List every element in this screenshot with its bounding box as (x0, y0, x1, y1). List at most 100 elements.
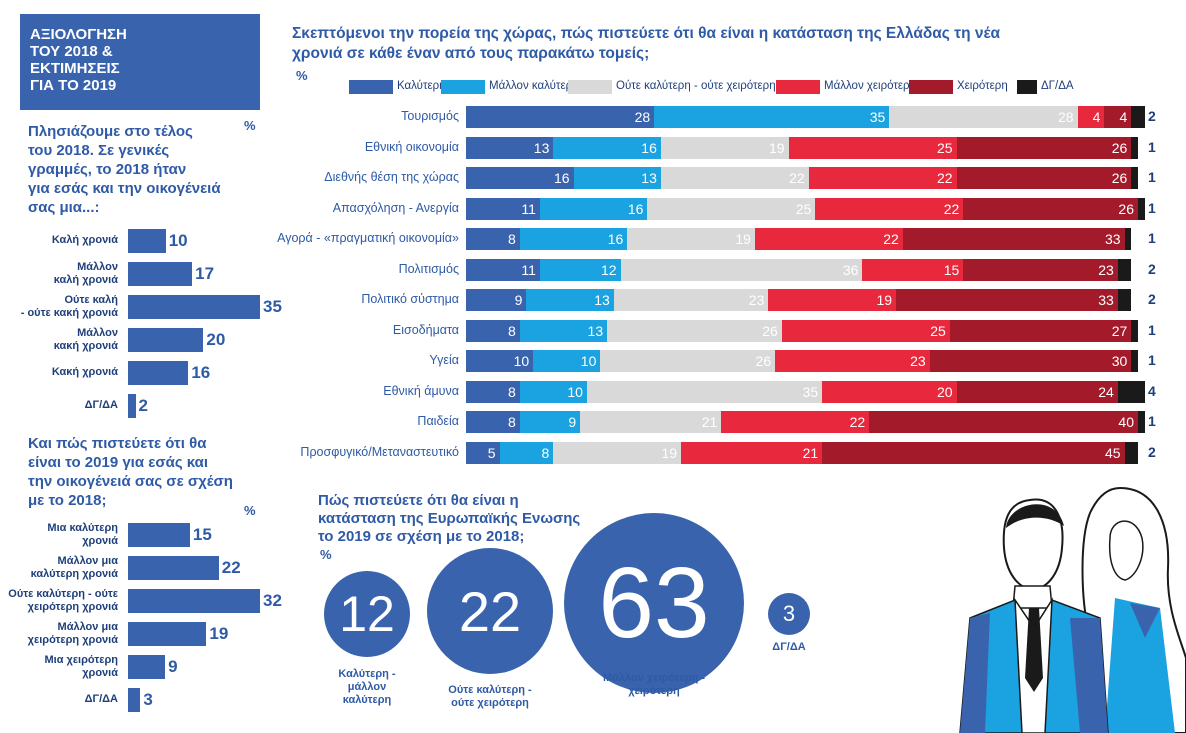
stacked-segment: 26 (956, 167, 1132, 189)
stacked-segment: 28 (889, 106, 1078, 128)
stacked-segment: 25 (781, 319, 950, 342)
q1-line: γραμμές, το 2018 ήταν (28, 161, 187, 178)
dk-value: 2 (1148, 443, 1156, 460)
bar-label-line: χειρότερη χρονιά (27, 634, 118, 646)
stacked-segment (1124, 441, 1138, 464)
stacked-segment: 10 (466, 350, 534, 372)
bar-label-line: Μάλλον (77, 327, 118, 339)
dk-value: 1 (1148, 321, 1156, 338)
section-title-line: ΑΞΙΟΛΟΓΗΣΗ (30, 26, 127, 43)
stacked-segment: 13 (573, 167, 661, 189)
stacked-segment: 8 (466, 228, 520, 250)
bubble-label-line: Ούτε καλύτερη - (448, 684, 532, 696)
bar (128, 229, 166, 253)
bar (128, 394, 136, 418)
stacked-segment: 12 (539, 258, 621, 281)
eu-percent-sign: % (320, 547, 332, 562)
main-percent-sign: % (296, 68, 308, 83)
bar-label-line: χειρότερη χρονιά (27, 601, 118, 613)
stacked-segment: 9 (466, 289, 527, 311)
bubble-label-line: καλύτερη (342, 694, 392, 706)
bar-label-line: Ούτε καλύτερη - ούτε (8, 588, 118, 600)
stacked-segment: 5 (466, 441, 500, 464)
stacked-segment (1138, 197, 1145, 220)
bar-label: Ούτε καλύτερη - ούτε χειρότερη χρονιά (0, 588, 118, 614)
bar-label: Κακή χρονιά (0, 366, 118, 379)
bar-label-line: καλή χρονιά (53, 274, 118, 286)
bubble-value: 22 (458, 579, 522, 643)
bubble-label: ΔΓ/ΔΑ (719, 641, 859, 654)
stacked-segment: 16 (519, 228, 628, 250)
bar (128, 328, 204, 352)
category-label: Πολιτισμός (398, 261, 459, 276)
q1-line: σας μια...: (28, 199, 100, 216)
bar-label: Μάλλον καλή χρονιά (0, 261, 118, 287)
section-title-box: ΑΞΙΟΛΟΓΗΣΗ ΤΟΥ 2018 & ΕΚΤΙΜΗΣΕΙΣ ΓΙΑ ΤΟ … (20, 14, 260, 110)
stacked-segment: 22 (808, 167, 957, 189)
category-label: Απασχόληση - Ανεργία (332, 200, 459, 215)
bar-label-line: Ούτε καλή (64, 294, 118, 306)
bar (128, 655, 166, 679)
bar-label: Ούτε καλή - ούτε κακή χρονιά (0, 294, 118, 320)
eu-question: Πώς πιστεύετε ότι θα είναι η κατάσταση τ… (318, 492, 608, 546)
bar-label-line: Κακή χρονιά (51, 366, 118, 378)
bar-label-line: ΔΓ/ΔΑ (84, 693, 118, 705)
stacked-segment: 35 (654, 106, 890, 128)
stacked-segment: 19 (553, 441, 682, 464)
category-label: Πολιτικό σύστημα (361, 292, 459, 306)
section-title-line: ΓΙΑ ΤΟ 2019 (30, 77, 117, 94)
legend-swatch (909, 80, 953, 94)
bubble-label: Ούτε καλύτερη - ούτε χειρότερη (420, 684, 560, 710)
dk-value: 2 (1148, 108, 1156, 124)
bar-label-line: καλύτερη χρονιά (30, 568, 118, 580)
bar-value: 22 (221, 558, 241, 577)
dk-value: 1 (1148, 230, 1156, 246)
bar-value: 16 (191, 363, 211, 382)
category-label: Προσφυγικό/Μεταναστευτικό (300, 444, 459, 459)
bar-value: 2 (138, 396, 148, 415)
bubble-label-line: ΔΓ/ΔΑ (772, 641, 806, 653)
bubble: 22 (427, 548, 553, 674)
q2-line: Και πώς πιστεύετε ότι θα (28, 435, 207, 452)
bar-label-line: - ούτε κακή χρονιά (20, 307, 118, 319)
dk-value: 1 (1148, 199, 1156, 216)
stacked-segment (1131, 319, 1138, 342)
bar-label-line: ΔΓ/ΔΑ (84, 399, 118, 411)
stacked-segment: 33 (896, 289, 1118, 311)
bar (128, 589, 260, 613)
bubble-value: 63 (598, 546, 710, 659)
stacked-segment: 20 (822, 380, 957, 403)
stacked-segment: 15 (862, 258, 964, 281)
stacked-segment: 26 (963, 197, 1138, 220)
bar (128, 556, 219, 580)
stacked-segment: 10 (533, 350, 601, 372)
stacked-segment: 9 (519, 411, 581, 433)
q2-line: την οικογένειά σας σε σχέση (28, 473, 233, 490)
stacked-segment: 4 (1077, 106, 1105, 128)
bar-label-line: κακή χρονιά (53, 340, 118, 352)
dk-value: 1 (1148, 169, 1156, 185)
eu-question-line: Πώς πιστεύετε ότι θα είναι η (318, 492, 519, 509)
q1-line: Πλησιάζουμε στο τέλος (28, 123, 193, 140)
bar-label-line: Μια χειρότερη (44, 654, 118, 666)
stacked-segment: 23 (963, 258, 1118, 281)
stacked-segment: 21 (681, 441, 823, 464)
stacked-segment: 13 (466, 136, 554, 159)
bar-label: Καλή χρονιά (0, 234, 118, 247)
bar (128, 523, 190, 547)
bar (128, 688, 141, 712)
bubble-label-line: μάλλον (347, 681, 387, 693)
category-label: Εθνική άμυνα (383, 383, 459, 398)
legend-swatch (1017, 80, 1037, 94)
stacked-segment: 19 (627, 228, 755, 250)
legend-swatch (441, 80, 485, 94)
bar-value: 17 (195, 264, 215, 283)
legend-label: Μάλλον καλύτερη (489, 80, 579, 92)
stacked-segment (1131, 136, 1138, 159)
q2-question: Και πώς πιστεύετε ότι θα είναι το 2019 γ… (28, 434, 263, 510)
main-question-line: χρονιά σε κάθε έναν από τους παρακάτω το… (292, 45, 650, 62)
q1-line: του 2018. Σε γενικές (28, 142, 170, 159)
stacked-segment: 13 (519, 319, 608, 342)
stacked-segment: 33 (902, 228, 1125, 250)
bubble-value: 12 (339, 586, 395, 642)
